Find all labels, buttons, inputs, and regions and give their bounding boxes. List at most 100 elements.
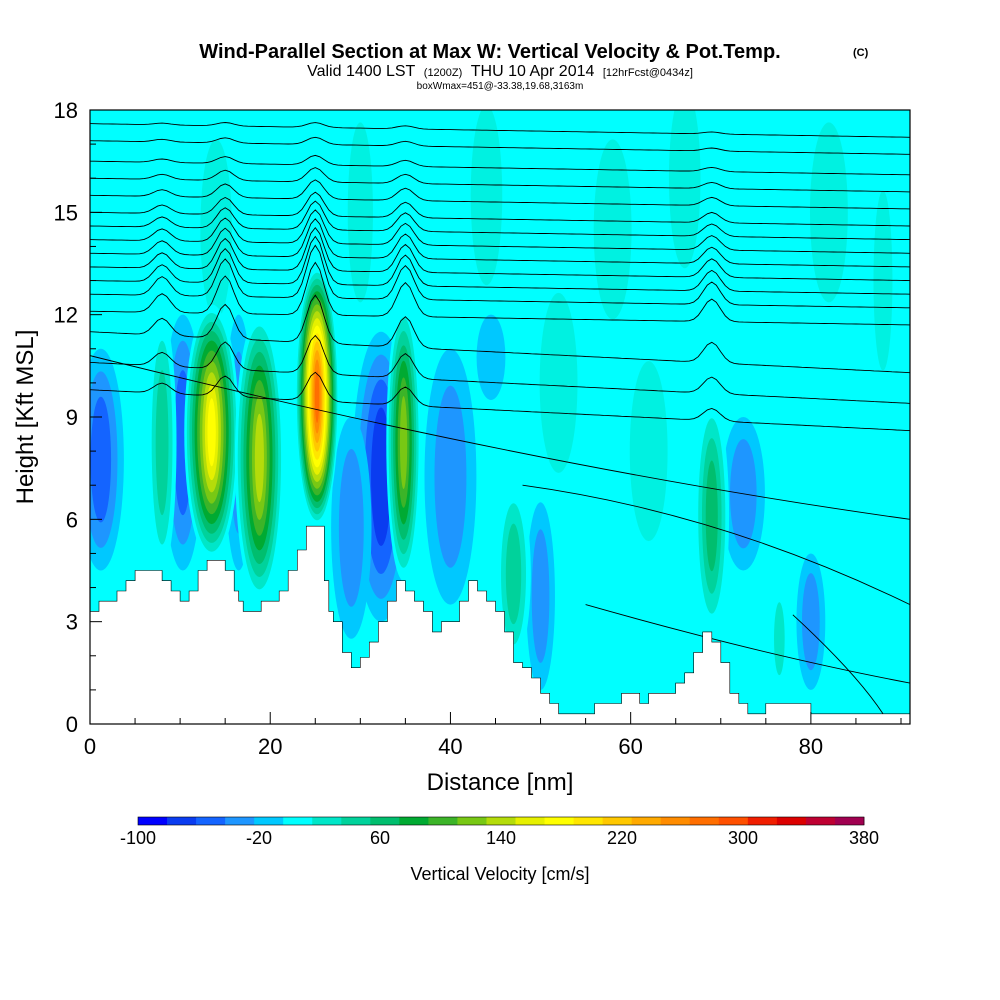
colorbar-tick-label: 220: [607, 828, 637, 848]
chart-subtitle-box: boxWmax=451@-33.38,19.68,3163m: [417, 81, 584, 92]
updraft-cell: [254, 413, 264, 503]
downdraft-cell: [434, 385, 467, 568]
colorbar-swatch: [399, 817, 429, 825]
isentrope-line: [90, 334, 910, 404]
isentrope-line: [90, 122, 910, 138]
isentrope-line: [90, 200, 910, 241]
colorbar-swatch: [486, 817, 516, 825]
colorbar-swatch: [689, 817, 720, 825]
colorbar-swatch: [834, 817, 865, 825]
isentrope-line: [90, 261, 910, 326]
colorbar-title: Vertical Velocity [cm/s]: [410, 864, 589, 884]
weak-updraft-streak: [809, 122, 848, 303]
isentrope-line: [90, 235, 910, 295]
weak-updraft-streak: [668, 110, 701, 269]
colorbar-swatch: [805, 817, 836, 825]
colorbar-swatch: [370, 817, 400, 825]
isentrope-line: [90, 167, 910, 193]
y-tick-label: 9: [66, 405, 78, 430]
x-axis-title: Distance [nm]: [427, 769, 574, 796]
y-tick-label: 15: [54, 200, 78, 225]
colorbar-frame: [137, 816, 865, 826]
subtitle-zulu: (1200Z): [424, 67, 463, 79]
colorbar-swatch: [254, 817, 284, 825]
colorbar-tick-label: 60: [370, 828, 390, 848]
x-tick-label: 20: [258, 734, 282, 759]
weak-updraft-streak: [593, 139, 632, 320]
isentrope-line: [90, 371, 910, 432]
weak-updraft-streak: [470, 110, 503, 286]
chart-title: Wind-Parallel Section at Max W: Vertical…: [199, 41, 780, 63]
colorbar-swatch: [167, 817, 197, 825]
y-axis-title: Height [Kft MSL]: [12, 330, 39, 505]
isentrope-line: [90, 209, 910, 254]
downdraft-cell: [531, 529, 550, 663]
colorbar-swatch: [457, 817, 487, 825]
isentrope-line: [585, 604, 910, 684]
isentrope-line: [90, 355, 910, 520]
updraft-cell: [155, 370, 169, 516]
colorbar-swatch: [544, 817, 574, 825]
weak-updraft-streak: [347, 122, 373, 303]
updraft-cell: [207, 398, 216, 467]
subtitle-fcst: [12hrFcst@0434z]: [603, 67, 693, 79]
weak-updraft-streak: [873, 190, 893, 371]
subtitle-date: THU 10 Apr 2014: [471, 63, 595, 80]
colorbar-tick-label: -100: [120, 828, 156, 848]
colorbar-swatch: [747, 817, 778, 825]
colorbar-swatch: [138, 817, 168, 825]
x-tick-label: 60: [618, 734, 642, 759]
updraft-cell: [774, 602, 785, 676]
downdraft-cell: [90, 396, 112, 523]
isentrope-line: [90, 154, 910, 176]
colorbar-swatch: [283, 817, 313, 825]
downdraft-cell: [802, 573, 820, 671]
colorbar-swatch: [428, 817, 458, 825]
downdraft-cell: [371, 407, 392, 546]
isentrope-line: [90, 179, 910, 210]
isentrope-line: [522, 484, 910, 606]
colorbar-swatch: [660, 817, 691, 825]
y-tick-label: 12: [54, 303, 78, 328]
colorbar-tick-label: -20: [246, 828, 272, 848]
updraft-cell: [314, 370, 320, 423]
colorbar-swatch: [602, 817, 633, 825]
colorbar-swatch: [573, 817, 604, 825]
colorbar-swatch: [225, 817, 255, 825]
updraft-cell: [705, 460, 718, 572]
terrain-mask: [90, 525, 910, 724]
colorbar-swatch: [341, 817, 371, 825]
updraft-cell: [399, 396, 408, 489]
y-tick-label: 3: [66, 610, 78, 635]
updraft-cell: [505, 523, 522, 625]
colorbar-swatch: [312, 817, 342, 825]
y-tick-label: 0: [66, 712, 78, 737]
weak-updraft-streak: [539, 292, 578, 473]
isentrope-line: [90, 191, 910, 227]
title-mark: (C): [853, 47, 869, 59]
downdraft-cell: [338, 448, 364, 607]
colorbar-swatch: [196, 817, 226, 825]
x-tick-label: 0: [84, 734, 96, 759]
colorbar-tick-label: 300: [728, 828, 758, 848]
updraft-cell: [873, 604, 902, 707]
colorbar-tick-label: 380: [849, 828, 879, 848]
colorbar-swatch: [718, 817, 749, 825]
isentrope-line: [90, 226, 910, 282]
x-tick-label: 80: [799, 734, 823, 759]
subtitle-valid: Valid 1400 LST: [307, 63, 415, 80]
chart-subtitle: Valid 1400 LST (1200Z) THU 10 Apr 2014 […: [307, 63, 693, 80]
isentrope-line: [90, 218, 910, 268]
colorbar-tick-label: 140: [486, 828, 516, 848]
isentrope-line: [90, 244, 910, 309]
isentrope-line: [792, 614, 884, 715]
colorbar-swatch: [515, 817, 545, 825]
colorbar-swatch: [631, 817, 662, 825]
colorbar-swatch: [776, 817, 807, 825]
downdraft-cell: [476, 314, 506, 400]
isentrope-line: [90, 136, 910, 155]
y-tick-label: 6: [66, 507, 78, 532]
x-tick-label: 40: [438, 734, 462, 759]
y-tick-label: 18: [54, 98, 78, 123]
